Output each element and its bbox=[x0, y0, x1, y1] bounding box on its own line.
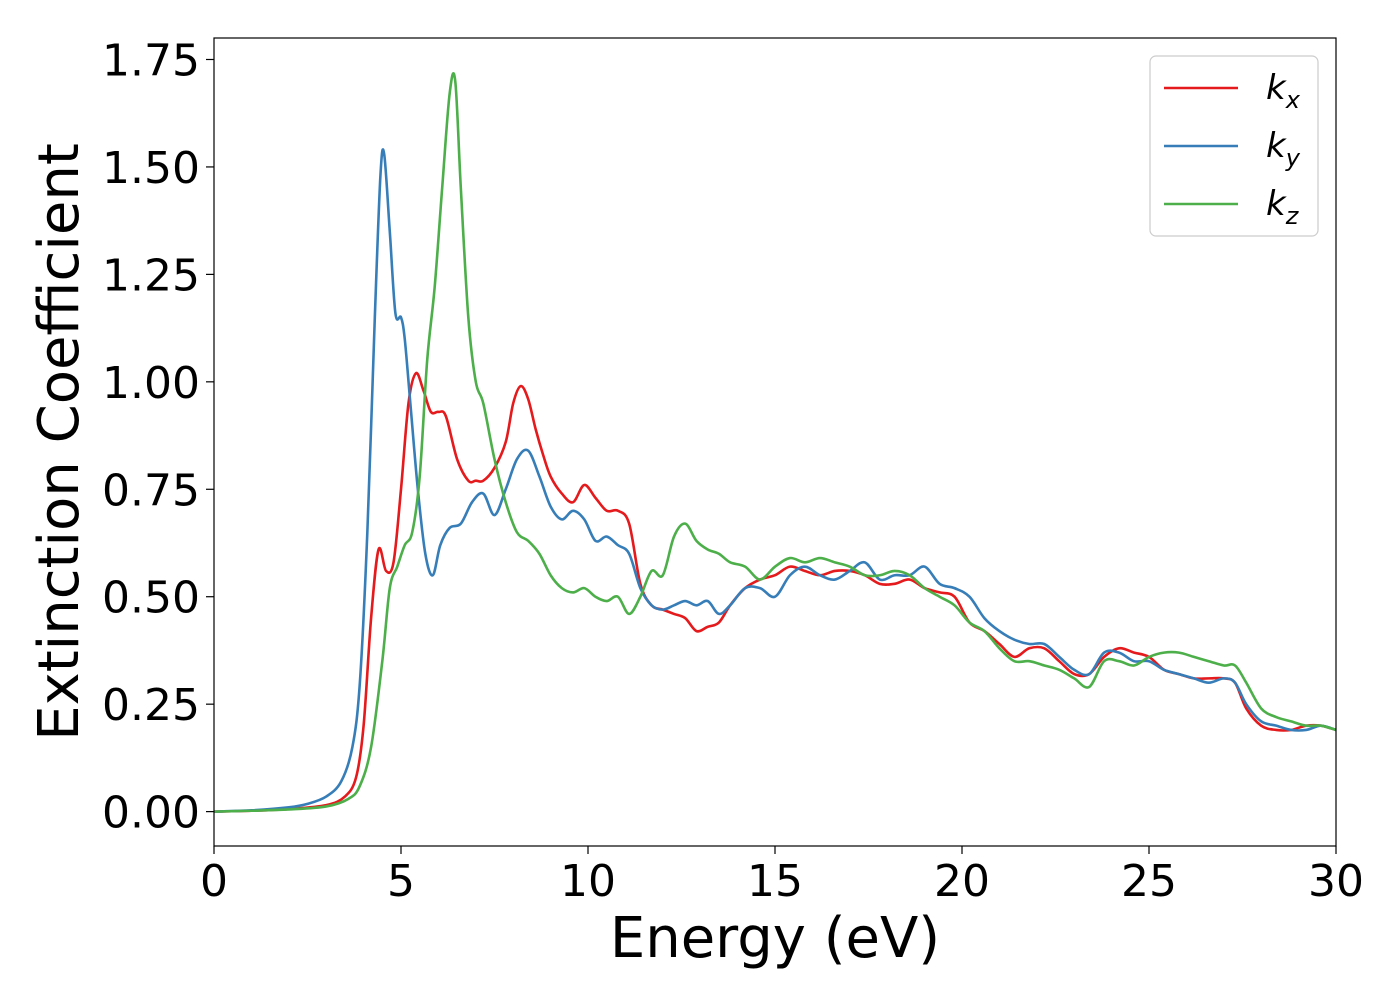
legend-label-kz: kz bbox=[1266, 184, 1300, 230]
x-tick-label: 10 bbox=[560, 856, 616, 907]
series-line-kx bbox=[214, 371, 1336, 813]
legend-label-subscript: z bbox=[1285, 202, 1300, 230]
series-line-kz bbox=[214, 72, 1336, 813]
x-axis: 0 5 10 15 20 25 30 bbox=[200, 846, 1364, 907]
x-tick-label: 0 bbox=[200, 856, 228, 907]
legend-label-ky: ky bbox=[1266, 126, 1301, 172]
y-tick-label: 1.00 bbox=[102, 358, 200, 409]
x-tick-label: 30 bbox=[1308, 856, 1364, 907]
y-tick-label: 1.25 bbox=[102, 250, 200, 301]
legend-label-subscript: x bbox=[1285, 86, 1301, 114]
x-tick-label: 15 bbox=[747, 856, 803, 907]
x-tick-label: 25 bbox=[1121, 856, 1177, 907]
legend-label-base: k bbox=[1266, 126, 1287, 166]
legend-label-base: k bbox=[1266, 68, 1287, 108]
x-tick-label: 5 bbox=[387, 856, 415, 907]
series-layer bbox=[214, 72, 1336, 813]
series-line-ky bbox=[214, 148, 1336, 813]
y-tick-label: 0.50 bbox=[102, 573, 200, 624]
plot-background bbox=[214, 38, 1336, 846]
y-tick-label: 0.00 bbox=[102, 788, 200, 839]
y-axis: 0.00 0.25 0.50 0.75 1.00 1.25 1.50 1.75 bbox=[102, 35, 214, 839]
x-tick-label: 20 bbox=[934, 856, 990, 907]
x-axis-title: Energy (eV) bbox=[610, 906, 940, 971]
legend-label-subscript: y bbox=[1285, 144, 1301, 172]
y-tick-label: 1.50 bbox=[102, 143, 200, 194]
legend-label-base: k bbox=[1266, 184, 1287, 224]
y-tick-label: 0.25 bbox=[102, 680, 200, 731]
y-tick-label: 1.75 bbox=[102, 35, 200, 86]
y-tick-label: 0.75 bbox=[102, 465, 200, 516]
y-axis-title: Extinction Coefficient bbox=[27, 143, 92, 741]
legend-label-kx: kx bbox=[1266, 68, 1301, 114]
